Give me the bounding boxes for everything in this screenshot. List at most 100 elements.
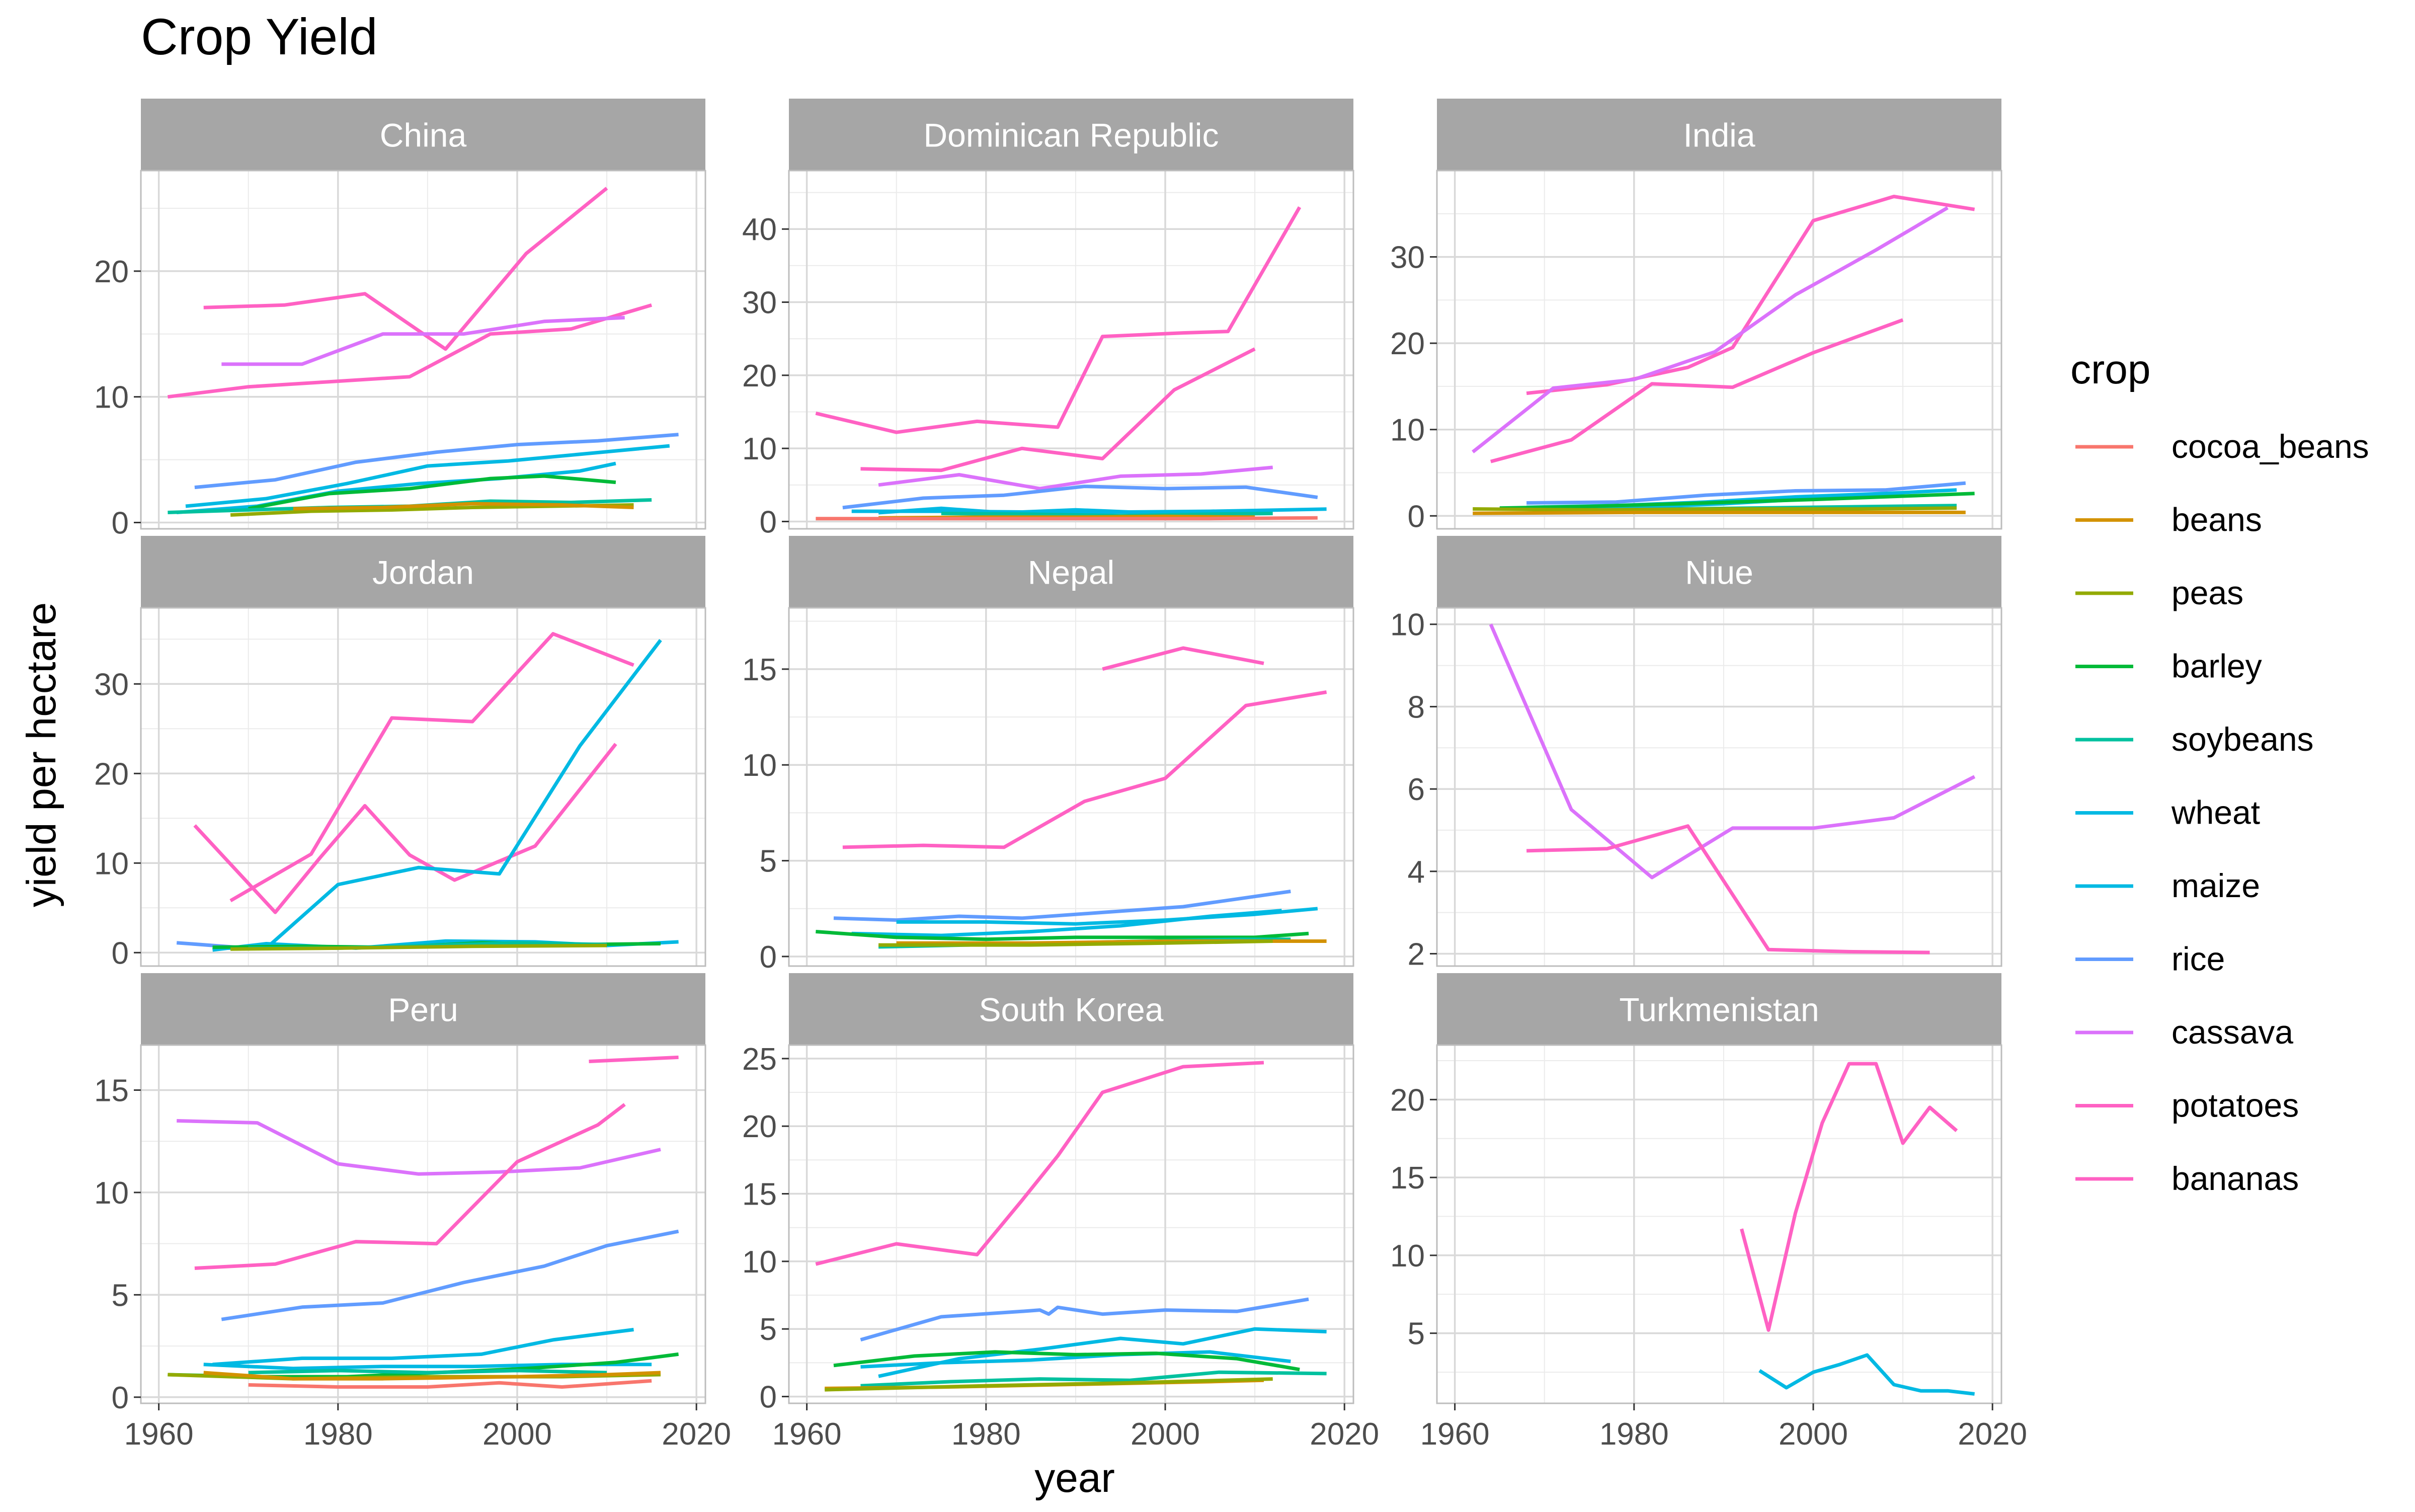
x-tick-label: 2020: [1958, 1417, 2027, 1452]
series-line-cocoa-beans: [816, 516, 1318, 521]
legend-item-cocoa-beans: cocoa_beans: [2075, 428, 2369, 465]
y-tick-label: 10: [94, 380, 129, 415]
legend-label: barley: [2171, 648, 2262, 685]
series-line-cassava: [177, 1119, 661, 1176]
y-tick-label: 10: [742, 1245, 777, 1280]
y-tick-label: 20: [94, 757, 129, 791]
facet-label: Jordan: [372, 554, 474, 591]
legend-label: maize: [2171, 867, 2260, 904]
y-tick-label: 25: [742, 1042, 777, 1077]
series-line-rice: [1526, 481, 1966, 505]
y-tick-label: 15: [94, 1074, 129, 1108]
facet-strip: [789, 536, 1353, 608]
facet-label: South Korea: [979, 991, 1164, 1028]
legend-label: rice: [2171, 940, 2225, 978]
y-tick-label: 0: [1408, 499, 1425, 534]
legend-item-wheat: wheat: [2075, 794, 2260, 831]
series-line-soybeans: [248, 1369, 607, 1375]
legend-label: cocoa_beans: [2171, 428, 2369, 465]
series-line-potatoes: [1490, 318, 1904, 463]
series-line-maize: [212, 1328, 634, 1367]
y-tick-label: 10: [742, 748, 777, 783]
plot-area: [789, 608, 1353, 966]
facet-strip: [1437, 973, 2001, 1045]
series-line-peas: [878, 939, 1273, 947]
plot-area: [141, 1045, 705, 1403]
legend-label: beans: [2171, 501, 2262, 538]
series-line-rice: [833, 890, 1291, 922]
legend-item-beans: beans: [2075, 501, 2262, 538]
x-tick-label: 1960: [124, 1417, 194, 1452]
series-line-beans: [1473, 510, 1966, 515]
facet-strip: [1437, 536, 2001, 608]
series-line-wheat: [851, 909, 1282, 937]
series-line-peas: [1473, 506, 1957, 512]
facet-label: China: [380, 117, 467, 154]
y-tick-label: 2: [1408, 937, 1425, 972]
legend-label: bananas: [2171, 1160, 2299, 1197]
plot-area: [1437, 1045, 2001, 1403]
series-line-barley: [816, 930, 1309, 941]
x-tick-label: 2000: [482, 1417, 552, 1452]
series-line-bananas: [1102, 646, 1264, 671]
series-line-potatoes: [815, 1061, 1264, 1266]
y-tick-label: 10: [94, 1176, 129, 1211]
series-line-peas: [230, 943, 607, 951]
x-tick-label: 1960: [1420, 1417, 1490, 1452]
y-tick-label: 20: [742, 359, 777, 393]
facet-strip: [141, 973, 705, 1045]
y-tick-label: 10: [742, 432, 777, 466]
series-line-beans: [203, 1371, 661, 1381]
panel-dominican-republic: Dominican Republic 0 10 20 30 40: [742, 99, 1354, 539]
y-axis-title: yield per hectare: [19, 602, 64, 907]
series-line-cassava: [1489, 623, 1976, 880]
plot-area: [789, 171, 1353, 529]
panel-nepal: Nepal 0 5 10 15: [742, 536, 1354, 975]
legend-title: crop: [2070, 347, 2151, 392]
y-tick-label: 0: [112, 936, 129, 971]
legend-item-potatoes: potatoes: [2075, 1087, 2299, 1124]
series-line-bananas: [1526, 195, 1975, 395]
y-tick-label: 0: [760, 1380, 777, 1415]
facet-strip: [789, 99, 1353, 171]
panel-south-korea: South Korea 0 5 10 15 20 25 1960 1980 2000 2020: [742, 973, 1379, 1452]
series-line-rice: [860, 1297, 1309, 1342]
y-tick-label: 0: [112, 1381, 129, 1415]
legend-label: peas: [2171, 574, 2243, 611]
panel-border: [1436, 607, 2002, 967]
series-line-wheat: [1758, 1353, 1975, 1396]
chart-title: Crop Yield: [141, 8, 378, 65]
x-tick-label: 1980: [303, 1417, 373, 1452]
facet-label: Dominican Republic: [924, 117, 1219, 154]
x-axis-title: year: [1034, 1455, 1115, 1501]
x-tick-label: 1980: [1599, 1417, 1669, 1452]
plot-area: [141, 171, 705, 529]
series-line-bananas: [589, 1055, 679, 1063]
legend-item-rice: rice: [2075, 940, 2225, 978]
series-line-potatoes: [229, 632, 634, 903]
panel-border: [788, 607, 1354, 967]
series-line-peas: [825, 1377, 1273, 1392]
x-tick-label: 2020: [1310, 1417, 1379, 1452]
y-tick-label: 5: [1408, 1317, 1425, 1351]
y-tick-label: 40: [742, 212, 777, 247]
legend-item-barley: barley: [2075, 648, 2262, 685]
y-tick-label: 15: [1390, 1161, 1425, 1196]
series-line-rice: [842, 485, 1318, 510]
y-tick-label: 10: [1390, 1239, 1425, 1274]
y-tick-label: 10: [1390, 413, 1425, 448]
facet-strip: [141, 99, 705, 171]
legend-item-bananas: bananas: [2075, 1160, 2299, 1197]
y-tick-label: 5: [760, 844, 777, 879]
plot-area: [1437, 608, 2001, 966]
x-tick-label: 2000: [1779, 1417, 1848, 1452]
series-line-barley: [248, 474, 616, 511]
y-tick-label: 15: [742, 1177, 777, 1212]
series-line-potatoes: [1740, 1062, 1958, 1332]
facet-label: Turkmenistan: [1619, 991, 1819, 1028]
panel-border: [1436, 170, 2002, 530]
legend-label: soybeans: [2171, 721, 2314, 758]
panel-jordan: Jordan 0 10 20 30: [94, 536, 706, 971]
